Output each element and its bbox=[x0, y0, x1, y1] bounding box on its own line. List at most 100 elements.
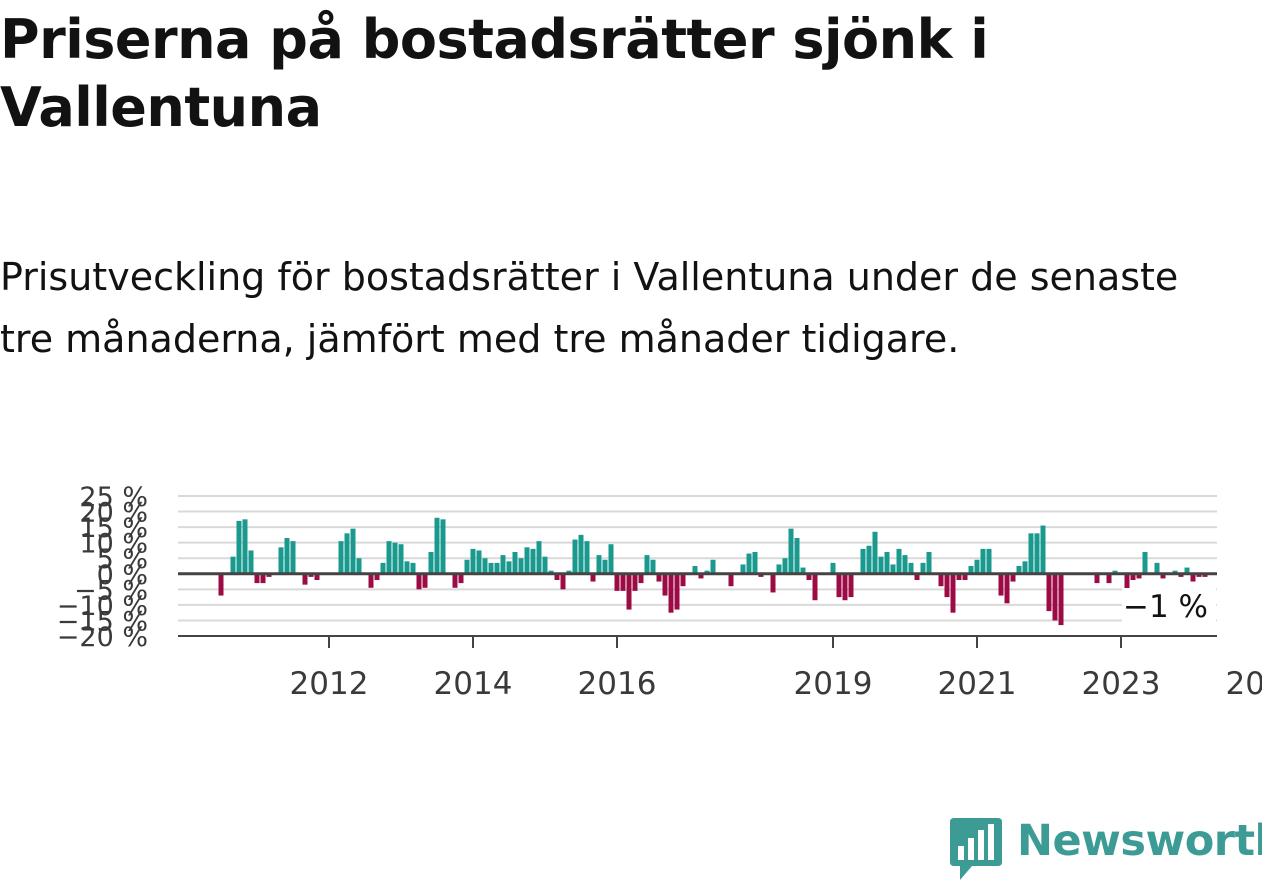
y-tick-label: −15 % bbox=[57, 606, 148, 637]
bar bbox=[878, 556, 884, 574]
y-tick-label: 5 % bbox=[97, 544, 148, 575]
bar bbox=[944, 573, 950, 598]
bar bbox=[494, 562, 500, 574]
bar bbox=[356, 558, 362, 574]
bar bbox=[536, 541, 542, 574]
x-tick-label: 2016 bbox=[578, 666, 657, 702]
bar bbox=[656, 573, 662, 582]
bar bbox=[1016, 566, 1022, 574]
x-tick-label: 2025 bbox=[1226, 666, 1262, 702]
x-axis-labels: 2012 2014 2016 2019 2021 2023 2025 bbox=[290, 636, 1262, 702]
bar bbox=[680, 573, 686, 587]
bar bbox=[578, 534, 584, 574]
bar bbox=[620, 573, 626, 591]
bar bbox=[788, 528, 794, 574]
bar bbox=[776, 564, 782, 574]
bar bbox=[1040, 525, 1046, 574]
bar bbox=[902, 555, 908, 574]
bar bbox=[392, 542, 398, 574]
x-tick-label: 2023 bbox=[1082, 666, 1161, 702]
bar bbox=[1022, 561, 1028, 574]
bar bbox=[866, 545, 872, 574]
y-tick-label: 10 % bbox=[79, 529, 148, 560]
bar bbox=[266, 573, 272, 577]
x-tick-label: 2019 bbox=[794, 666, 873, 702]
bar bbox=[674, 573, 680, 610]
bar bbox=[248, 550, 254, 574]
bar bbox=[572, 539, 578, 574]
bar bbox=[830, 562, 836, 574]
bar bbox=[338, 541, 344, 574]
bar bbox=[662, 573, 668, 596]
bar bbox=[254, 573, 260, 584]
bar bbox=[740, 564, 746, 574]
bar bbox=[986, 548, 992, 574]
bar bbox=[512, 552, 518, 574]
bar bbox=[704, 570, 710, 574]
bar bbox=[344, 533, 350, 574]
bar bbox=[752, 552, 758, 574]
x-tick-label: 2021 bbox=[938, 666, 1017, 702]
bar bbox=[872, 531, 878, 574]
bar bbox=[920, 562, 926, 574]
bar bbox=[242, 519, 248, 574]
y-tick-label: 25 % bbox=[79, 482, 148, 513]
bar bbox=[794, 538, 800, 574]
y-tick-label: 0 % bbox=[97, 560, 148, 591]
bar bbox=[1058, 573, 1064, 626]
bar bbox=[452, 573, 458, 588]
bar bbox=[506, 561, 512, 574]
bar bbox=[710, 559, 716, 574]
bar bbox=[422, 573, 428, 588]
bar bbox=[650, 559, 656, 574]
bar bbox=[848, 573, 854, 598]
bar bbox=[638, 573, 644, 584]
bar bbox=[926, 552, 932, 574]
bar bbox=[230, 556, 236, 574]
bar bbox=[434, 517, 440, 574]
bar bbox=[956, 573, 962, 580]
bar bbox=[758, 573, 764, 577]
bar bbox=[626, 573, 632, 610]
bar bbox=[974, 559, 980, 574]
bar bbox=[1178, 573, 1184, 577]
bar bbox=[1172, 570, 1178, 574]
y-tick-label: −20 % bbox=[57, 622, 148, 653]
bar bbox=[1202, 573, 1208, 577]
bar bbox=[1142, 552, 1148, 574]
bar bbox=[806, 573, 812, 580]
bar bbox=[464, 559, 470, 574]
bar bbox=[458, 573, 464, 584]
bar bbox=[1184, 567, 1190, 574]
bar bbox=[1028, 533, 1034, 574]
bar bbox=[404, 561, 410, 574]
bar bbox=[728, 573, 734, 587]
x-tick-label: 2014 bbox=[434, 666, 513, 702]
last-value-label: −1 % bbox=[1123, 589, 1208, 625]
bar bbox=[746, 553, 752, 574]
bar bbox=[428, 552, 434, 574]
bar bbox=[542, 556, 548, 574]
bar bbox=[236, 520, 242, 574]
bar bbox=[950, 573, 956, 613]
bar bbox=[470, 548, 476, 574]
bar bbox=[1046, 573, 1052, 612]
bar bbox=[842, 573, 848, 601]
bar bbox=[782, 558, 788, 574]
bar bbox=[386, 541, 392, 574]
chart-title: Priserna på bostadsrätter sjönk i Vallen… bbox=[0, 8, 989, 139]
bar bbox=[692, 566, 698, 574]
bar bbox=[488, 562, 494, 574]
bar bbox=[380, 562, 386, 574]
bar bbox=[1190, 573, 1196, 582]
bar bbox=[608, 544, 614, 574]
y-tick-label: 15 % bbox=[79, 513, 148, 544]
bar bbox=[1130, 573, 1136, 580]
bar bbox=[860, 548, 866, 574]
bar bbox=[482, 558, 488, 574]
bar bbox=[374, 573, 380, 580]
bar bbox=[596, 555, 602, 574]
bar bbox=[968, 566, 974, 574]
bar bbox=[584, 541, 590, 574]
bar bbox=[632, 573, 638, 591]
